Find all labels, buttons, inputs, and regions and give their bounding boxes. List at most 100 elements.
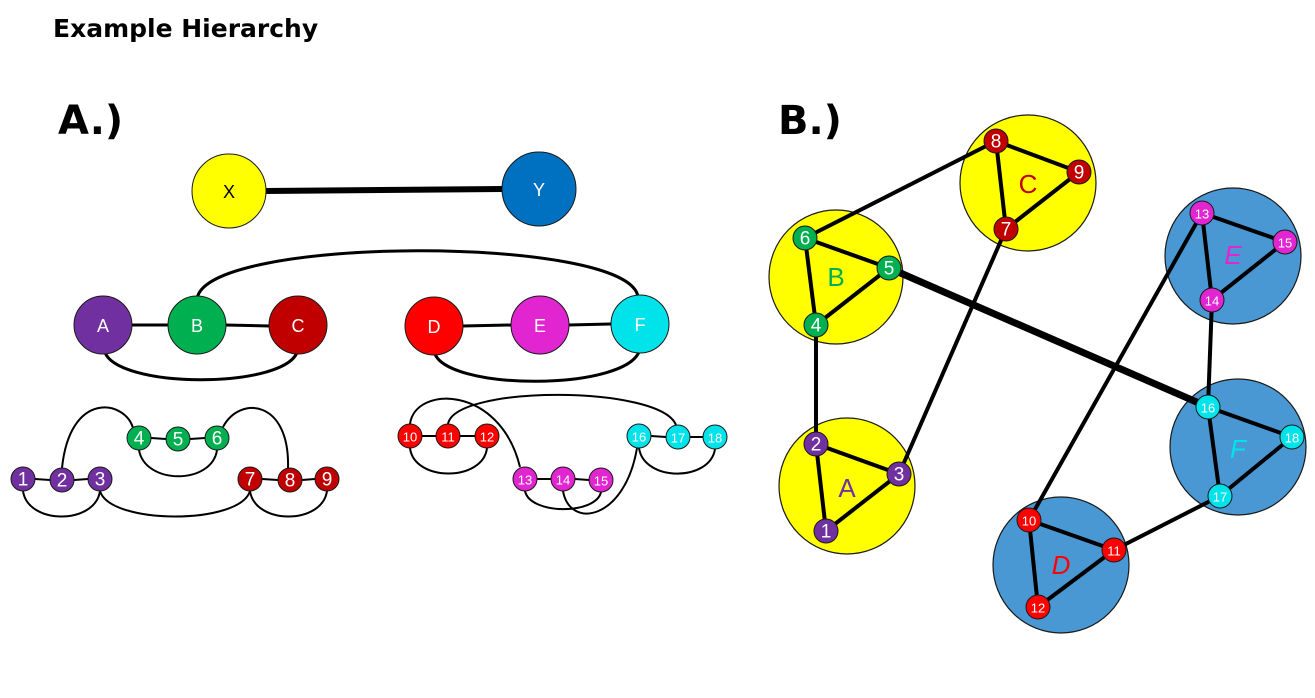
b-edge-2-3 <box>814 442 901 476</box>
leaf-node-4-circle <box>126 425 152 451</box>
b-node-18-label: 18 <box>1285 431 1299 446</box>
b-edge-6-8 <box>803 139 998 240</box>
edge-16-18-arc <box>638 447 716 475</box>
leaf-node-13-circle <box>512 466 538 492</box>
leaf-node-4: 4 <box>126 425 152 451</box>
leaf-node-10: 10 <box>397 423 423 449</box>
group-e-label: E <box>1224 240 1242 270</box>
b-node-9-circle <box>1066 159 1092 185</box>
b-edge-8-9 <box>994 139 1081 174</box>
edge-14-16-arc <box>562 447 638 515</box>
b-node-16-label: 16 <box>1201 401 1215 416</box>
b-node-17: 17 <box>1207 483 1233 509</box>
edge-8-9 <box>301 478 316 481</box>
edge-14-15 <box>574 478 590 481</box>
b-node-15-circle <box>1272 229 1298 255</box>
leaf-node-1: 1 <box>10 466 36 492</box>
leaf-node-16: 16 <box>626 423 652 449</box>
edge-10-12-arc <box>409 447 488 475</box>
node-a: A <box>73 295 133 355</box>
leaf-node-10-label: 10 <box>403 430 417 445</box>
edge-3-7-arc <box>99 490 251 518</box>
leaf-node-7-label: 7 <box>245 470 256 491</box>
edge-1-3-arc <box>22 490 101 518</box>
group-d-label: D <box>1052 550 1071 580</box>
edge-2-4-arc <box>61 406 134 469</box>
node-a-label: A <box>97 316 109 336</box>
b-node-7-label: 7 <box>1001 220 1012 241</box>
edges-layer <box>22 186 716 518</box>
edge-a-c-arc <box>102 348 300 382</box>
leaf-node-15: 15 <box>588 467 614 493</box>
b-node-10: 10 <box>1016 507 1042 533</box>
b-node-4: 4 <box>803 312 829 338</box>
leaf-node-11-label: 11 <box>441 430 455 445</box>
node-y-circle <box>501 151 577 227</box>
leaf-node-7-circle <box>237 466 263 492</box>
leaf-node-10-circle <box>397 423 423 449</box>
b-edge-16-17 <box>1206 405 1222 498</box>
leaf-node-17-label: 17 <box>671 431 685 446</box>
edge-1-2 <box>34 478 51 481</box>
edge-b-c <box>223 323 272 328</box>
edge-5-6 <box>189 437 206 440</box>
b-node-13-label: 13 <box>1195 207 1209 222</box>
node-y: Y <box>501 151 577 227</box>
b-node-1-label: 1 <box>821 522 832 543</box>
b-node-3-label: 3 <box>894 465 905 486</box>
b-edge-7-9 <box>1004 170 1081 231</box>
b-edge-10-13 <box>1027 211 1204 522</box>
b-node-3-circle <box>886 461 912 487</box>
b-node-2-label: 2 <box>811 435 822 456</box>
panel-b-label: B.) <box>778 98 842 144</box>
b-node-1-circle <box>813 518 839 544</box>
edge-d-f-arc <box>432 347 642 383</box>
b-node-8-label: 8 <box>991 132 1002 153</box>
leaf-node-17: 17 <box>665 424 691 450</box>
leaf-node-12-circle <box>474 423 500 449</box>
b-edge-4-5 <box>814 266 891 327</box>
node-e: E <box>510 295 570 355</box>
node-x-label: X <box>223 182 235 202</box>
b-node-11-circle <box>1101 537 1127 563</box>
leaf-node-1-label: 1 <box>18 470 29 491</box>
b-node-10-label: 10 <box>1022 514 1036 529</box>
leaf-node-14-label: 14 <box>556 473 570 488</box>
b-edge-17-18 <box>1218 435 1294 498</box>
edge-16-17 <box>650 435 667 438</box>
leaf-node-11: 11 <box>435 423 461 449</box>
leaf-node-15-label: 15 <box>594 474 608 489</box>
leaf-node-6: 6 <box>204 425 230 451</box>
node-c-circle <box>268 295 328 355</box>
edge-7-9-arc <box>249 490 328 518</box>
b-node-18: 18 <box>1279 424 1305 450</box>
leaf-node-8: 8 <box>277 467 303 493</box>
leaf-node-7: 7 <box>237 466 263 492</box>
node-e-label: E <box>534 316 546 336</box>
node-x-circle <box>191 153 267 229</box>
b-node-18-circle <box>1279 424 1305 450</box>
node-b-label: B <box>191 316 203 336</box>
edge-11-17-arc <box>447 393 677 426</box>
edge-4-5 <box>150 437 167 440</box>
b-edge-1-3 <box>824 472 901 533</box>
node-e-circle <box>510 295 570 355</box>
leaf-node-14-circle <box>550 466 576 492</box>
leaf-node-15-circle <box>588 467 614 493</box>
leaf-node-6-circle <box>204 425 230 451</box>
edge-e-f <box>566 322 613 327</box>
edge-13-15-arc <box>524 490 602 511</box>
b-edge-1-2 <box>814 442 828 533</box>
b-node-13: 13 <box>1189 200 1215 226</box>
b-edge-3-7 <box>897 227 1008 476</box>
leaf-node-9-label: 9 <box>322 470 333 491</box>
leaf-node-3-label: 3 <box>95 470 106 491</box>
b-edge-5-6 <box>803 236 891 270</box>
b-node-4-label: 4 <box>811 316 822 337</box>
b-node-8-circle <box>983 128 1009 154</box>
leaf-node-2: 2 <box>49 467 75 493</box>
node-f-label: F <box>635 315 646 335</box>
b-edge-10-12 <box>1027 518 1040 609</box>
leaf-node-6-label: 6 <box>212 429 223 450</box>
b-node-16: 16 <box>1195 394 1221 420</box>
